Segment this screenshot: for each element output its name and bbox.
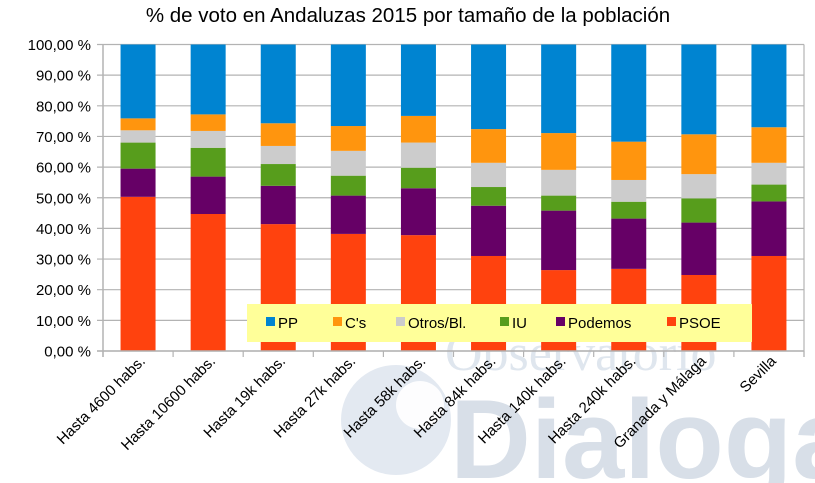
bar-segment-c-s bbox=[611, 141, 647, 180]
y-tick-label: 100,00 % bbox=[28, 37, 91, 54]
legend-item: C's bbox=[333, 315, 366, 332]
y-tick-label: 30,00 % bbox=[36, 252, 91, 269]
bar-segment-pp bbox=[260, 44, 296, 124]
bar-segment-otros-bl bbox=[120, 130, 156, 143]
legend-swatch bbox=[500, 317, 509, 326]
y-tick-label: 20,00 % bbox=[36, 282, 91, 299]
y-tick-label: 60,00 % bbox=[36, 160, 91, 177]
bar-segment-c-s bbox=[751, 127, 787, 163]
legend-swatch bbox=[266, 317, 275, 326]
bar-segment-otros-bl bbox=[260, 145, 296, 165]
bar-segment-c-s bbox=[120, 118, 156, 131]
bar-segment-iu bbox=[260, 164, 296, 186]
bar-stack bbox=[751, 44, 787, 351]
bar-segment-iu bbox=[120, 142, 156, 169]
bar-segment-podemos bbox=[751, 201, 787, 256]
bar-segment-podemos bbox=[190, 176, 226, 214]
bar-segment-otros-bl bbox=[541, 169, 577, 196]
bar-segment-c-s bbox=[541, 133, 577, 170]
bar-segment-c-s bbox=[330, 126, 366, 151]
y-tick-label: 90,00 % bbox=[36, 68, 91, 85]
legend-label: Podemos bbox=[568, 315, 631, 332]
legend-swatch bbox=[556, 317, 565, 326]
bar-segment-podemos bbox=[611, 218, 647, 269]
bar-segment-iu bbox=[611, 201, 647, 219]
y-tick-label: 0,00 % bbox=[44, 344, 91, 361]
bar-stack bbox=[120, 44, 156, 351]
bar-segment-psoe bbox=[190, 213, 226, 351]
bar-segment-iu bbox=[190, 147, 226, 177]
bar-segment-iu bbox=[471, 187, 507, 206]
legend-item: PP bbox=[266, 315, 298, 332]
bar-segment-otros-bl bbox=[611, 179, 647, 202]
chart-title: % de voto en Andaluzas 2015 por tamaño d… bbox=[146, 4, 670, 27]
bar-segment-otros-bl bbox=[681, 174, 717, 199]
legend-label: Otros/Bl. bbox=[408, 315, 466, 332]
legend-item: Otros/Bl. bbox=[396, 315, 466, 332]
legend-swatch bbox=[396, 317, 405, 326]
bar-segment-otros-bl bbox=[400, 142, 436, 168]
y-axis-ticks: 0,00 % 10,00 % 20,00 % 30,00 % 40,00 % 50,00 … bbox=[28, 37, 91, 361]
bar-segment-podemos bbox=[400, 188, 436, 236]
legend-item: IU bbox=[500, 315, 527, 332]
bar-segment-c-s bbox=[471, 129, 507, 163]
bar-segment-otros-bl bbox=[330, 150, 366, 176]
bar-segment-podemos bbox=[260, 185, 296, 225]
bar-segment-pp bbox=[681, 44, 717, 135]
bar-segment-iu bbox=[330, 175, 366, 196]
y-tick-label: 10,00 % bbox=[36, 313, 91, 330]
y-tick-label: 70,00 % bbox=[36, 129, 91, 146]
bar-segment-c-s bbox=[681, 134, 717, 175]
legend-label: C's bbox=[345, 315, 366, 332]
axes bbox=[97, 44, 805, 357]
bar-segment-pp bbox=[751, 44, 787, 128]
bar-segment-pp bbox=[471, 44, 507, 130]
legend-label: PSOE bbox=[679, 315, 721, 332]
bar-segment-pp bbox=[541, 44, 577, 134]
bar-segment-pp bbox=[120, 44, 156, 119]
bar-segment-c-s bbox=[260, 123, 296, 146]
legend-label: PP bbox=[278, 315, 298, 332]
bar-segment-c-s bbox=[400, 115, 436, 143]
bar-segment-otros-bl bbox=[471, 162, 507, 188]
bar-segment-psoe bbox=[751, 255, 787, 351]
legend-swatch bbox=[667, 317, 676, 326]
legend-swatch bbox=[333, 317, 342, 326]
bar-stack bbox=[330, 44, 366, 351]
bar-stack bbox=[190, 44, 226, 351]
bar-segment-c-s bbox=[190, 114, 226, 131]
y-tick-label: 50,00 % bbox=[36, 190, 91, 207]
y-tick-label: 80,00 % bbox=[36, 98, 91, 115]
watermark-logo-inner bbox=[396, 381, 444, 429]
legend-box bbox=[247, 304, 752, 342]
bar-segment-iu bbox=[400, 167, 436, 189]
bar-segment-pp bbox=[190, 44, 226, 115]
bar-stack bbox=[611, 44, 647, 351]
bar-segment-podemos bbox=[681, 222, 717, 275]
bar-segment-psoe bbox=[120, 196, 156, 351]
bar-segment-otros-bl bbox=[190, 130, 226, 148]
bar-segment-pp bbox=[611, 44, 647, 142]
bar-segment-pp bbox=[330, 44, 366, 127]
legend-item: PSOE bbox=[667, 315, 721, 332]
bar-segment-iu bbox=[681, 198, 717, 223]
bar-segment-iu bbox=[541, 195, 577, 211]
bar-segment-podemos bbox=[471, 205, 507, 256]
legend: PP C's Otros/Bl. IU Podemos PSOE bbox=[247, 304, 752, 342]
legend-item: Podemos bbox=[556, 315, 631, 332]
bar-segment-podemos bbox=[120, 168, 156, 197]
bar-segment-podemos bbox=[541, 210, 577, 271]
bar-segment-iu bbox=[751, 184, 787, 202]
bar-segment-pp bbox=[400, 44, 436, 116]
bar-segment-podemos bbox=[330, 195, 366, 234]
watermark-line2: Dialoga bbox=[450, 377, 815, 483]
y-tick-label: 40,00 % bbox=[36, 221, 91, 238]
legend-label: IU bbox=[512, 315, 527, 332]
bar-segment-otros-bl bbox=[751, 162, 787, 185]
